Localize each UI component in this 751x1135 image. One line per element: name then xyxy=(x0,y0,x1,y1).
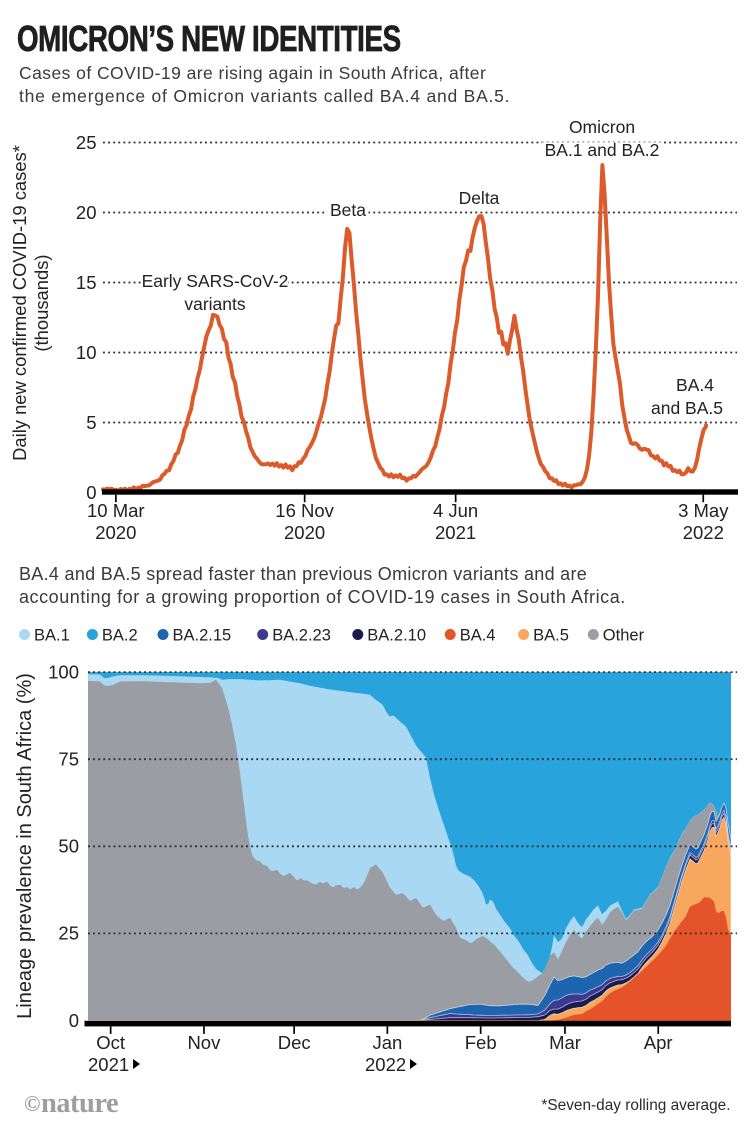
svg-text:Beta: Beta xyxy=(330,200,366,220)
svg-text:©nature: ©nature xyxy=(24,1088,118,1119)
svg-text:25: 25 xyxy=(58,923,79,944)
svg-text:and BA.5: and BA.5 xyxy=(651,398,723,418)
svg-text:2021: 2021 xyxy=(88,1054,129,1075)
svg-text:0: 0 xyxy=(86,482,96,503)
svg-text:0: 0 xyxy=(69,1010,79,1031)
svg-text:5: 5 xyxy=(86,412,96,433)
svg-text:20: 20 xyxy=(76,202,97,223)
svg-text:BA.1: BA.1 xyxy=(34,627,70,645)
svg-text:Omicron: Omicron xyxy=(569,117,635,137)
svg-text:16 Nov: 16 Nov xyxy=(275,500,334,521)
svg-text:15: 15 xyxy=(76,272,97,293)
svg-text:50: 50 xyxy=(58,836,79,857)
svg-text:Early SARS-CoV-2: Early SARS-CoV-2 xyxy=(142,271,289,291)
svg-text:(thousands): (thousands) xyxy=(31,254,52,351)
svg-text:Delta: Delta xyxy=(459,188,500,208)
svg-text:Lineage prevalence in South Af: Lineage prevalence in South Africa (%) xyxy=(14,673,36,1019)
svg-text:100: 100 xyxy=(48,661,79,682)
svg-text:10: 10 xyxy=(76,342,97,363)
svg-text:the emergence of Omicron varia: the emergence of Omicron variants called… xyxy=(19,86,510,106)
svg-text:*Seven-day rolling average.: *Seven-day rolling average. xyxy=(541,1097,730,1114)
svg-text:25: 25 xyxy=(76,132,97,153)
svg-text:2020: 2020 xyxy=(95,522,136,543)
svg-text:BA.1 and BA.2: BA.1 and BA.2 xyxy=(545,140,660,160)
svg-text:BA.2.15: BA.2.15 xyxy=(173,627,232,645)
svg-text:BA.5: BA.5 xyxy=(533,627,569,645)
svg-text:10 Mar: 10 Mar xyxy=(87,500,145,521)
svg-text:2022: 2022 xyxy=(683,522,724,543)
svg-text:Nov: Nov xyxy=(187,1032,221,1053)
svg-text:variants: variants xyxy=(184,294,246,314)
svg-text:2020: 2020 xyxy=(284,522,325,543)
svg-text:accounting for a growing propo: accounting for a growing proportion of C… xyxy=(19,587,626,607)
svg-text:Feb: Feb xyxy=(465,1032,497,1053)
svg-text:BA.2.23: BA.2.23 xyxy=(272,627,331,645)
svg-text:BA.4: BA.4 xyxy=(676,375,714,395)
svg-text:Jan: Jan xyxy=(372,1032,402,1053)
svg-text:BA.4: BA.4 xyxy=(460,627,496,645)
svg-text:2022: 2022 xyxy=(365,1054,406,1075)
svg-text:Apr: Apr xyxy=(644,1032,673,1053)
svg-text:BA.4 and BA.5 spread faster th: BA.4 and BA.5 spread faster than previou… xyxy=(19,564,587,584)
svg-text:Mar: Mar xyxy=(549,1032,581,1053)
svg-text:3 May: 3 May xyxy=(678,500,729,521)
svg-text:Oct: Oct xyxy=(96,1032,125,1053)
svg-text:Cases of COVID-19 are rising a: Cases of COVID-19 are rising again in So… xyxy=(19,63,486,83)
svg-text:75: 75 xyxy=(58,749,79,770)
svg-text:Other: Other xyxy=(603,627,645,645)
svg-text:BA.2.10: BA.2.10 xyxy=(367,627,426,645)
svg-text:Daily new confirmed COVID-19 c: Daily new confirmed COVID-19 cases* xyxy=(9,145,30,461)
svg-text:BA.2: BA.2 xyxy=(102,627,138,645)
svg-text:Dec: Dec xyxy=(278,1032,311,1053)
svg-text:OMICRON’S NEW IDENTITIES: OMICRON’S NEW IDENTITIES xyxy=(17,18,401,59)
svg-text:2021: 2021 xyxy=(435,522,476,543)
svg-text:4 Jun: 4 Jun xyxy=(433,500,478,521)
